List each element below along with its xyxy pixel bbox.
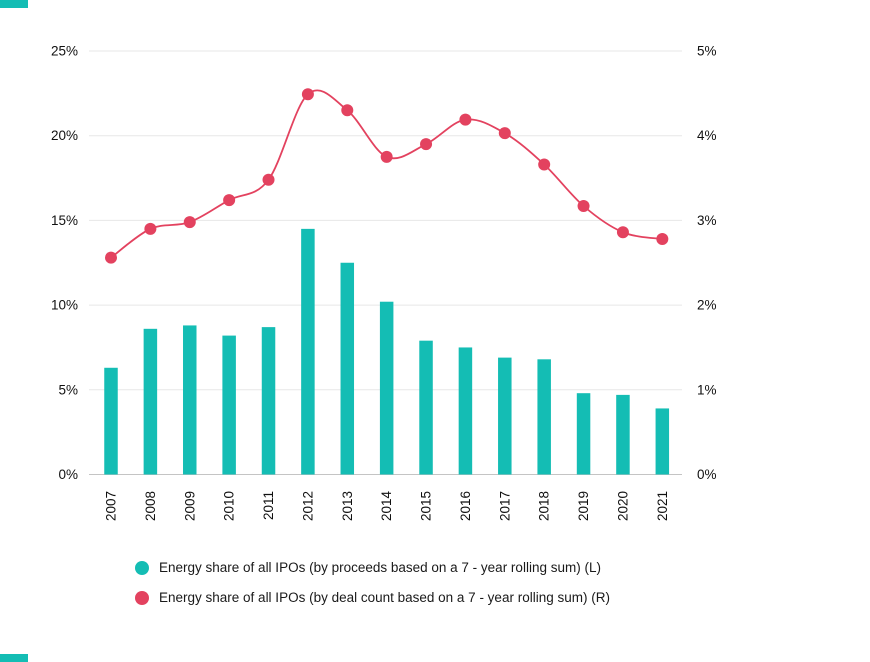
bar-2020[interactable]	[616, 394, 630, 475]
line-point-2011[interactable]	[262, 173, 275, 186]
line-point-2016[interactable]	[459, 113, 472, 126]
corner-artifact-bottom-icon	[0, 654, 28, 662]
x-axis-year-label: 2019	[576, 491, 591, 521]
bar-2010[interactable]	[222, 335, 236, 475]
left-axis-tick-label: 25%	[51, 44, 78, 59]
line-point-2009[interactable]	[183, 216, 196, 229]
x-axis-year-label: 2010	[222, 491, 237, 521]
line-point-2012[interactable]	[301, 88, 314, 101]
left-axis-tick-label: 10%	[51, 298, 78, 313]
bar-2017[interactable]	[498, 357, 512, 475]
corner-artifact-top-icon	[0, 0, 28, 8]
line-point-2018[interactable]	[538, 158, 551, 171]
right-axis-tick-label: 1%	[697, 382, 717, 397]
line-point-2017[interactable]	[498, 127, 511, 140]
line-series-path	[110, 89, 663, 259]
right-axis-tick-label: 3%	[697, 213, 717, 228]
x-axis-year-label: 2017	[497, 491, 512, 521]
bar-2018[interactable]	[537, 359, 551, 475]
line-point-2015[interactable]	[420, 138, 433, 151]
x-axis-year-label: 2011	[261, 491, 276, 520]
x-axis-year-label: 2016	[458, 491, 473, 521]
legend-label-dealcount: Energy share of all IPOs (by deal count …	[159, 590, 610, 605]
bar-2016[interactable]	[458, 347, 473, 475]
line-point-2021[interactable]	[656, 233, 669, 246]
line-point-2007[interactable]	[105, 251, 117, 264]
line-point-2014[interactable]	[380, 150, 393, 163]
x-axis-year-label: 2021	[655, 491, 670, 521]
bar-2019[interactable]	[576, 393, 591, 475]
bar-2008[interactable]	[143, 328, 158, 475]
bar-2007[interactable]	[104, 367, 118, 475]
right-axis-tick-label: 4%	[697, 128, 717, 143]
bar-2014[interactable]	[379, 301, 394, 475]
line-point-2010[interactable]	[223, 194, 236, 207]
line-point-2008[interactable]	[144, 222, 157, 235]
chart-plot: 0% 5% 10% 15% 20% 25% 0% 1% 2% 3% 4% 5% 2007 2008 2009…	[51, 44, 717, 522]
bar-2013[interactable]	[340, 262, 355, 475]
left-axis-tick-label: 20%	[51, 128, 78, 143]
line-point-2019[interactable]	[577, 200, 590, 213]
bar-2012[interactable]	[301, 228, 315, 475]
legend-label-proceeds: Energy share of all IPOs (by proceeds ba…	[159, 560, 601, 575]
legend-item-dealcount[interactable]: Energy share of all IPOs (by deal count …	[135, 588, 610, 608]
left-axis-tick-label: 5%	[58, 382, 78, 397]
line-point-2020[interactable]	[616, 226, 629, 239]
bar-2021[interactable]	[655, 408, 670, 475]
right-axis-tick-label: 0%	[697, 467, 717, 482]
bar-2015[interactable]	[419, 340, 433, 475]
x-axis-year-label: 2013	[340, 491, 355, 521]
legend: Energy share of all IPOs (by proceeds ba…	[135, 558, 610, 608]
x-axis-year-label: 2020	[615, 491, 630, 521]
left-axis-tick-label: 15%	[51, 213, 78, 228]
x-axis-year-label: 2018	[537, 491, 552, 521]
left-axis-tick-label: 0%	[58, 467, 78, 482]
x-axis-year-label: 2008	[143, 491, 158, 521]
legend-marker-red-icon	[135, 591, 149, 605]
bar-2009[interactable]	[183, 325, 197, 475]
legend-marker-teal-icon	[135, 561, 149, 575]
x-axis-year-label: 2009	[182, 491, 197, 521]
x-axis-year-label: 2012	[300, 491, 315, 521]
x-axis-year-label: 2007	[104, 491, 119, 521]
legend-item-proceeds[interactable]: Energy share of all IPOs (by proceeds ba…	[135, 558, 610, 578]
right-axis-tick-label: 5%	[697, 44, 717, 59]
x-axis-year-label: 2014	[379, 491, 394, 522]
bar-2011[interactable]	[261, 327, 276, 475]
x-axis-year-label: 2015	[419, 491, 434, 521]
right-axis-tick-label: 2%	[697, 298, 717, 313]
line-point-2013[interactable]	[341, 104, 354, 117]
